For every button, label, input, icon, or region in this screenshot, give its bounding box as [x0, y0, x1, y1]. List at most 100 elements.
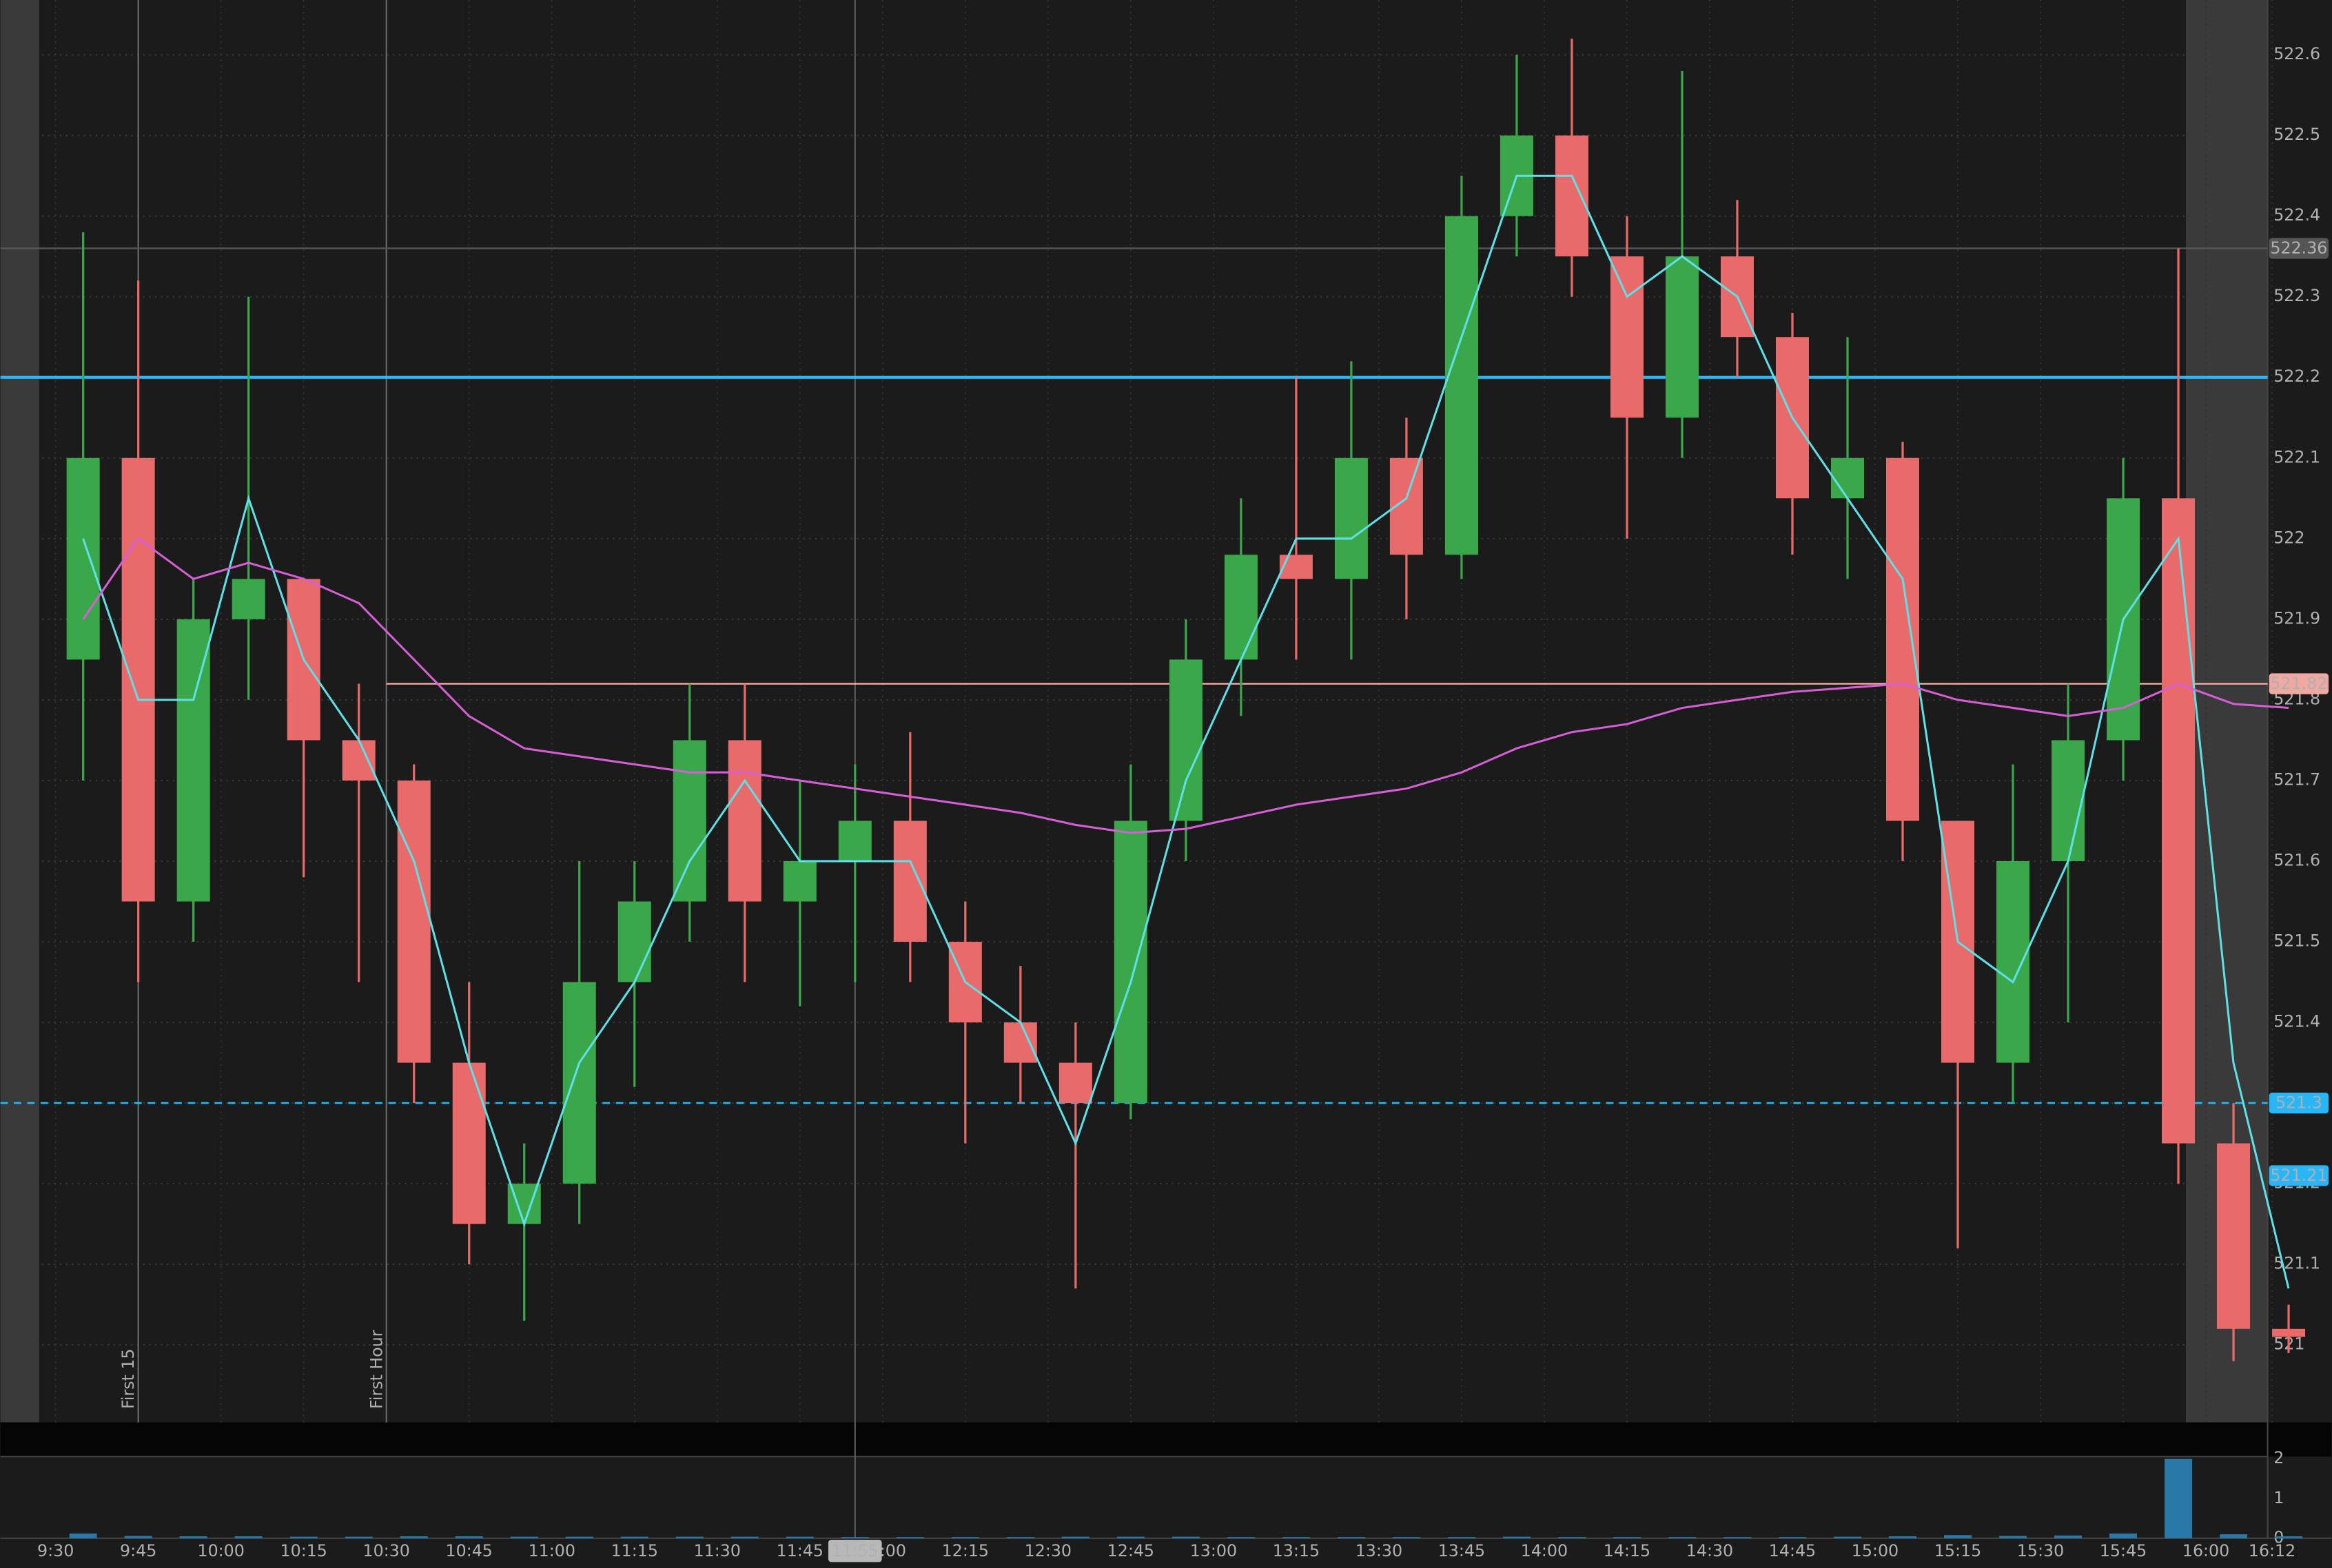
- candle-body: [673, 740, 706, 902]
- x-tick-label: 9:30: [37, 1541, 74, 1560]
- volume-tick-label: 2: [2273, 1448, 2284, 1467]
- price-tag-label: 521.21: [2270, 1166, 2327, 1185]
- volume-bar: [1999, 1536, 2027, 1538]
- volume-bar: [124, 1536, 152, 1538]
- candle-body: [1003, 1022, 1037, 1063]
- volume-bar: [1888, 1536, 1916, 1538]
- volume-bar: [2109, 1533, 2138, 1538]
- candle-body: [1555, 135, 1588, 257]
- volume-bar: [179, 1536, 207, 1538]
- x-tick-label: 16:12: [2249, 1541, 2295, 1560]
- volume-bar: [896, 1537, 924, 1538]
- crosshair-tag: [828, 1540, 882, 1562]
- x-tick-label: 11:30: [694, 1541, 741, 1560]
- volume-bar: [1172, 1536, 1200, 1538]
- candle-body: [2272, 1328, 2306, 1337]
- candle-body: [1885, 457, 1919, 821]
- level-tag-box: [2269, 1093, 2329, 1114]
- volume-bar: [345, 1536, 373, 1538]
- volume-bar: [565, 1536, 593, 1538]
- volume-bar: [1282, 1537, 1310, 1538]
- volume-bar: [1227, 1537, 1255, 1538]
- x-tick-label: 10:00: [198, 1541, 245, 1560]
- volume-bar: [1778, 1537, 1806, 1538]
- y-tick-label: 522: [2273, 528, 2304, 547]
- candle-body: [1334, 457, 1368, 579]
- volume-bar: [1833, 1536, 1861, 1538]
- candle-body: [617, 901, 651, 982]
- overlay-line: [82, 174, 2290, 1289]
- volume-bar: [1392, 1537, 1420, 1538]
- candle-body: [1830, 457, 1864, 499]
- x-tick-label: 15:15: [1934, 1541, 1981, 1560]
- x-tick-label: 11:45: [777, 1541, 824, 1560]
- volume-bar: [1006, 1537, 1034, 1538]
- volume-bar: [1061, 1536, 1090, 1538]
- x-tick-label: 14:15: [1604, 1541, 1650, 1560]
- volume-bar: [289, 1536, 318, 1538]
- volume-bar: [1668, 1537, 1696, 1538]
- x-tick-label: 10:45: [446, 1541, 493, 1560]
- x-tick-label: 15:45: [2100, 1541, 2147, 1560]
- candle-body: [728, 740, 761, 902]
- x-tick-label: 9:45: [120, 1541, 156, 1560]
- candle-body: [1996, 860, 2030, 1063]
- candle-body: [1114, 821, 1147, 1104]
- x-tick-label: 13:15: [1273, 1541, 1320, 1560]
- candle-body: [1169, 659, 1203, 821]
- volume-bar: [1447, 1537, 1475, 1538]
- x-tick-label: 10:15: [280, 1541, 327, 1560]
- candle-body: [838, 821, 872, 861]
- volume-bar: [620, 1536, 648, 1538]
- volume-bar: [730, 1536, 759, 1538]
- marker-label: First Hour: [367, 1330, 386, 1409]
- volume-bar: [2054, 1535, 2083, 1538]
- volume-bar: [455, 1536, 483, 1538]
- y-tick-label: 521.5: [2273, 931, 2320, 951]
- candle-body: [176, 619, 210, 902]
- candle-body: [1444, 216, 1478, 555]
- volume-bar: [841, 1537, 869, 1538]
- candle-body: [342, 740, 376, 781]
- x-tick-label: 14:30: [1686, 1541, 1733, 1560]
- y-tick-label: 522.6: [2273, 44, 2320, 63]
- candle-body: [1058, 1062, 1092, 1104]
- candle-body: [66, 457, 100, 660]
- x-tick-label: 13:45: [1438, 1541, 1485, 1560]
- candle-body: [893, 821, 927, 942]
- candle-body: [1224, 555, 1258, 660]
- level-tag-label: 521.3: [2275, 1093, 2322, 1113]
- panel-separator: [0, 1422, 2332, 1457]
- y-tick-label: 522.4: [2273, 205, 2320, 225]
- candle-body: [562, 982, 596, 1184]
- volume-bar: [1723, 1537, 1751, 1538]
- volume-bar: [1557, 1537, 1586, 1538]
- level-tag-label: 522.36: [2270, 238, 2327, 258]
- candle-body: [1279, 555, 1313, 579]
- volume-bar: [2275, 1536, 2303, 1538]
- y-tick-label: 521.4: [2273, 1012, 2320, 1031]
- y-tick-label: 522.2: [2273, 367, 2320, 386]
- volume-bar: [951, 1537, 979, 1538]
- volume-bar: [400, 1536, 428, 1538]
- volume-bar: [786, 1536, 814, 1538]
- y-tick-label: 522.3: [2273, 286, 2320, 305]
- y-tick-label: 521.9: [2273, 608, 2320, 628]
- level-tag-label: 521.82: [2270, 674, 2327, 693]
- volume-bar: [1613, 1537, 1641, 1538]
- volume-tick-label: 1: [2273, 1488, 2284, 1507]
- marker-label: First 15: [119, 1349, 138, 1410]
- volume-bar: [1502, 1536, 1531, 1538]
- x-tick-label: 11:15: [611, 1541, 658, 1560]
- x-tick-label: 13:00: [1190, 1541, 1237, 1560]
- candle-body: [2162, 498, 2196, 1144]
- candle-body: [452, 1062, 486, 1224]
- candle-body: [783, 860, 817, 902]
- volume-bar: [2165, 1458, 2193, 1538]
- candle-body: [121, 457, 155, 902]
- crosshair-label: 11:55: [832, 1541, 879, 1560]
- x-tick-label: 14:45: [1769, 1541, 1816, 1560]
- volume-bar: [675, 1536, 704, 1538]
